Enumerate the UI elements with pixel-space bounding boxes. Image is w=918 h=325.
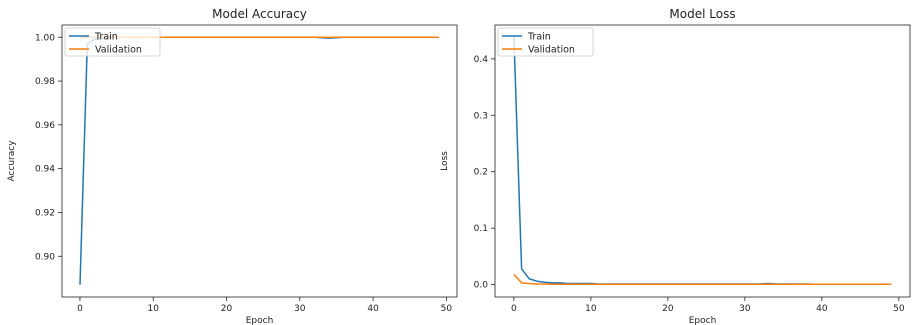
x-axis-label: Epoch	[246, 316, 274, 325]
series-line-validation	[513, 273, 892, 286]
legend: Train Validation	[497, 27, 594, 57]
series-line-train	[79, 36, 439, 285]
y-tick-label: 0.3	[474, 111, 488, 121]
legend-label: Validation	[95, 45, 142, 56]
y-tick-label: 0.96	[35, 121, 55, 131]
x-tick-label: 20	[221, 304, 233, 314]
series-line-train	[513, 36, 892, 286]
y-tick-label: 0.94	[35, 165, 55, 175]
x-tick-label: 20	[662, 304, 674, 314]
x-tick-label: 10	[585, 304, 597, 314]
chart-title: Model Accuracy	[212, 7, 307, 21]
x-tick-label: 50	[893, 304, 905, 314]
x-tick-label: 50	[441, 304, 453, 314]
x-tick-label: 30	[294, 304, 306, 314]
y-axis-label: Loss	[440, 151, 450, 171]
y-tick-label: 0.92	[35, 208, 55, 218]
x-axis-label: Epoch	[689, 316, 717, 325]
chart-1: Model Loss 0 10 20 30 40 50 0.0 0.1 0.2 0.3 0.4 Epoc…	[440, 7, 911, 325]
x-tick-label: 40	[367, 304, 379, 314]
legend-label: Validation	[528, 45, 575, 56]
y-tick-label: 0.98	[35, 77, 55, 87]
chart-title: Model Loss	[669, 7, 735, 21]
legend: Train Validation	[64, 27, 161, 57]
x-tick-label: 30	[739, 304, 751, 314]
legend-label: Train	[94, 32, 118, 43]
legend-label: Train	[527, 32, 551, 43]
x-tick-label: 10	[148, 304, 160, 314]
y-tick-label: 0.0	[474, 281, 489, 291]
x-tick-label: 0	[77, 304, 83, 314]
plot-frame	[61, 24, 458, 298]
y-tick-label: 0.90	[35, 252, 55, 262]
y-tick-label: 0.4	[474, 55, 489, 65]
y-axis-label: Accuracy	[7, 140, 17, 182]
chart-0: Model Accuracy 0 10 20 30 40 50 0.90 0.92 0.94 0.9…	[7, 7, 458, 325]
y-tick-label: 1.00	[35, 33, 55, 43]
x-tick-label: 40	[816, 304, 828, 314]
y-tick-label: 0.1	[474, 224, 488, 234]
plot-frame	[494, 24, 911, 298]
y-tick-label: 0.2	[474, 168, 488, 178]
x-tick-label: 0	[511, 304, 517, 314]
